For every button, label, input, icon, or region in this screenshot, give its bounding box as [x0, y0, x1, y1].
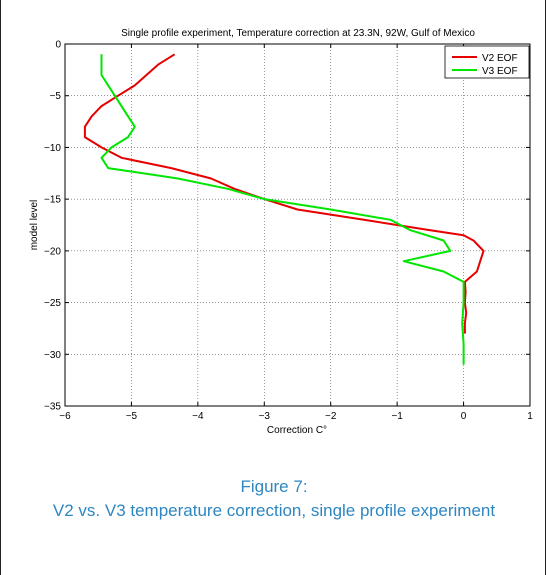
- axis-ticks: −6 −5 −4 −3 −2 −1 0 1−35−30−25−20−15−10−50: [44, 40, 533, 423]
- series-lines: [83, 53, 485, 365]
- figure-caption: V2 vs. V3 temperature correction, single…: [52, 501, 496, 520]
- x-tick-label: 0: [461, 411, 467, 422]
- y-tick-label: −10: [44, 143, 61, 154]
- figure-number: Figure 7:: [240, 477, 308, 496]
- x-tick-label: −2: [325, 411, 337, 422]
- legend-label-v3: V3 EOF: [482, 66, 518, 77]
- plot-area: [64, 43, 531, 407]
- x-tick-label: −1: [391, 411, 403, 422]
- x-axis-label: Correction C°: [267, 425, 327, 436]
- x-tick-label: −3: [259, 411, 271, 422]
- chart-title: Single profile experiment, Temperature c…: [121, 28, 475, 39]
- x-tick-label: −4: [192, 411, 204, 422]
- x-tick-label: −6: [59, 411, 71, 422]
- y-tick-label: −20: [44, 246, 61, 257]
- y-tick-label: −25: [44, 298, 61, 309]
- legend: V2 EOF V3 EOF: [444, 45, 530, 79]
- legend-label-v2: V2 EOF: [482, 53, 518, 64]
- y-tick-label: −15: [44, 195, 61, 206]
- y-tick-label: 0: [55, 40, 61, 51]
- grid: [65, 44, 530, 406]
- series-line-v2-eof: [83, 53, 485, 334]
- y-tick-label: −35: [44, 402, 61, 413]
- legend-box: [444, 45, 530, 79]
- y-tick-label: −5: [50, 91, 62, 102]
- y-axis-label: model level: [29, 200, 40, 251]
- x-tick-label: −5: [126, 411, 138, 422]
- line-chart: Single profile experiment, Temperature c…: [29, 28, 533, 436]
- series-line-v3-eof: [100, 54, 465, 365]
- y-tick-label: −30: [44, 350, 61, 361]
- x-tick-label: 1: [527, 411, 533, 422]
